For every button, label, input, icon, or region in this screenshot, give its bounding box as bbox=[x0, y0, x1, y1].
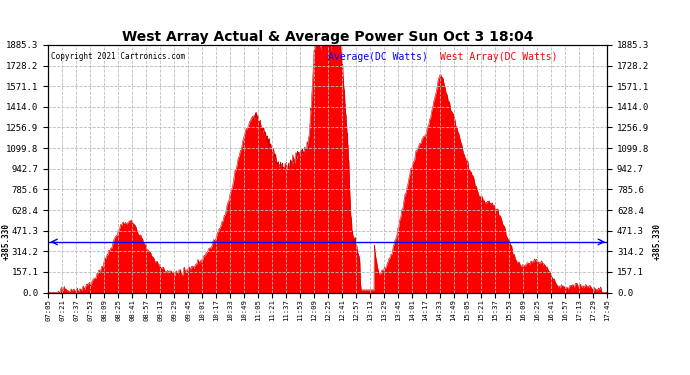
Text: +385.330: +385.330 bbox=[653, 224, 662, 260]
Text: Copyright 2021 Cartronics.com: Copyright 2021 Cartronics.com bbox=[51, 53, 185, 62]
Title: West Array Actual & Average Power Sun Oct 3 18:04: West Array Actual & Average Power Sun Oc… bbox=[122, 30, 533, 44]
Text: West Array(DC Watts): West Array(DC Watts) bbox=[440, 53, 557, 62]
Text: +385.330: +385.330 bbox=[2, 224, 11, 260]
Text: Average(DC Watts): Average(DC Watts) bbox=[328, 53, 428, 62]
